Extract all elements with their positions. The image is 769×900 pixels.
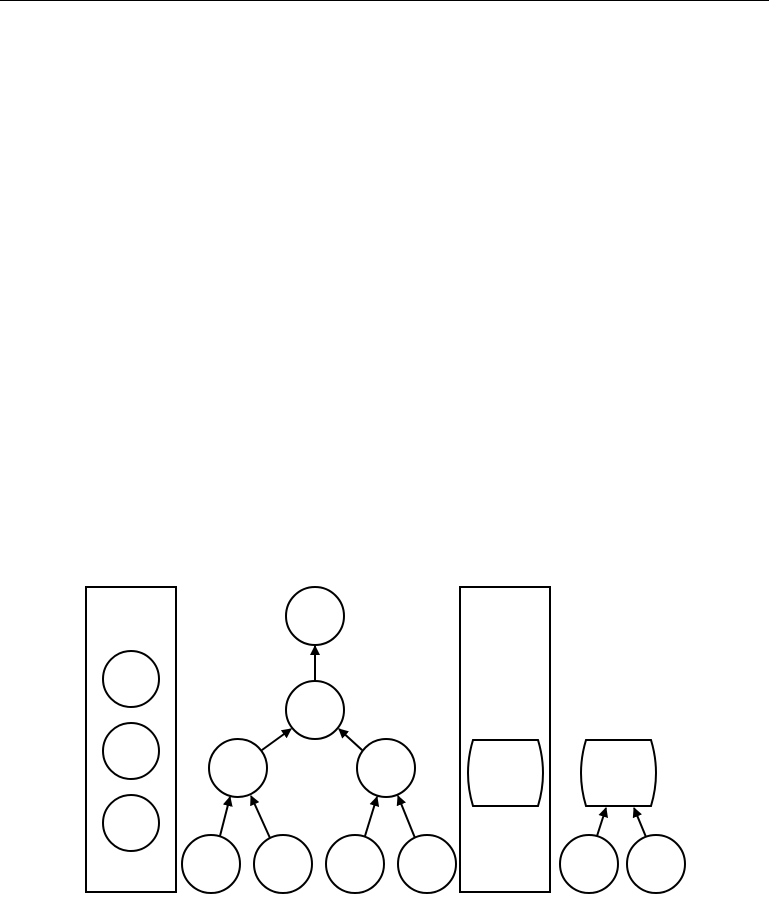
edge-leaf2-to-left [250, 795, 271, 839]
edge-right-to-mid [338, 728, 363, 751]
stack-node-3 [102, 794, 160, 852]
edge-leaf4-to-right [396, 795, 416, 839]
small-rounded-node [580, 739, 657, 807]
right-rounded-node [467, 739, 544, 807]
stack-node-2 [102, 722, 160, 780]
tree-mid [285, 680, 345, 740]
stack-node-1 [102, 650, 160, 708]
edge-small-leaf2-to-node [632, 807, 647, 838]
edge-leaf3-to-right [364, 796, 380, 837]
top-rule [0, 0, 769, 1]
tree-left [208, 738, 268, 798]
tree-leaf-1 [181, 834, 241, 894]
tree-leaf-2 [253, 834, 313, 894]
tree-leaf-3 [325, 834, 385, 894]
tree-right [356, 738, 416, 798]
edge-small-leaf1-to-node [596, 807, 609, 837]
edge-leaf1-to-left [219, 796, 233, 837]
tree-leaf-4 [397, 834, 457, 894]
tree-root [285, 586, 345, 646]
small-leaf-2 [626, 834, 686, 894]
edge-left-to-mid [261, 728, 292, 751]
small-leaf-1 [559, 834, 619, 894]
